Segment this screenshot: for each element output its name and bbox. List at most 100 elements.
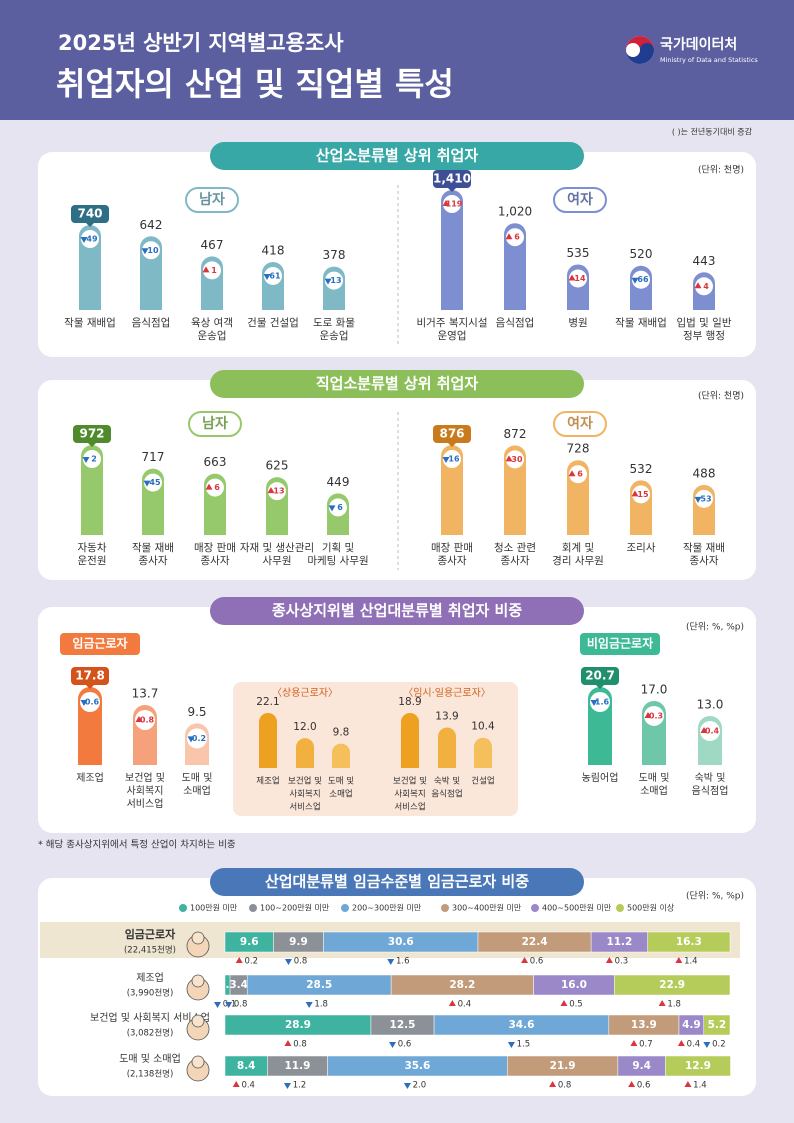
category-label: 도매 및 xyxy=(328,776,354,787)
bar xyxy=(79,225,101,310)
segment-label: 11.9 xyxy=(285,1060,311,1072)
value-label: 740 xyxy=(77,207,102,221)
change-badge xyxy=(632,485,650,504)
change-label: 61 xyxy=(269,271,281,280)
segment-label: 9.6 xyxy=(240,936,259,948)
change-arrow xyxy=(135,715,143,722)
group-name: 비임금근로자 xyxy=(587,636,653,651)
change-arrow xyxy=(214,1002,222,1008)
section-tab xyxy=(210,142,584,170)
category-label: 육상 여객 xyxy=(191,317,233,329)
category-label: 음식점업 xyxy=(431,789,462,800)
value-label: 17.0 xyxy=(641,682,668,696)
category-label: 기획 및 xyxy=(322,542,354,554)
category-label: 사회복지 xyxy=(289,790,320,800)
change-arrow xyxy=(703,1042,711,1048)
segment-label: 12.5 xyxy=(390,1019,416,1031)
bar xyxy=(296,738,314,768)
change-badge xyxy=(329,498,347,517)
change-badge xyxy=(443,195,461,213)
value-label: 22.1 xyxy=(256,696,279,708)
change-label: 1.4 xyxy=(693,1081,707,1091)
section-tab xyxy=(210,868,584,896)
category-label: 마케팅 사무원 xyxy=(307,555,368,567)
group-name: 〈상용근로자〉 xyxy=(272,687,338,699)
value-label: 9.5 xyxy=(187,705,206,719)
value-label: 443 xyxy=(693,254,716,268)
change-label: 0.2 xyxy=(192,734,206,743)
section-title: 직업소분류별 상위 취업자 xyxy=(316,375,478,393)
category-label: 종사자 xyxy=(201,555,230,567)
change-arrow xyxy=(80,700,88,706)
change-arrow xyxy=(284,959,292,965)
row-count: (3,990천명) xyxy=(127,988,174,999)
stacked-segment xyxy=(614,974,731,996)
change-label: 0.3 xyxy=(649,711,663,720)
change-badge xyxy=(142,241,160,260)
category-label: 청소 관련 xyxy=(494,542,536,554)
segment-label: 9.9 xyxy=(289,936,308,948)
category-label: 제조업 xyxy=(76,771,104,784)
change-arrow xyxy=(560,1000,568,1006)
value-label: 20.7 xyxy=(585,669,615,683)
category-label: 작물 재배업 xyxy=(615,316,667,329)
header-band xyxy=(0,0,794,120)
segment-label: 8.4 xyxy=(237,1060,256,1072)
stacked-segment xyxy=(647,931,731,953)
category-label: 조리사 xyxy=(627,542,656,554)
legend-label: 400~500만원 미만 xyxy=(542,904,612,913)
change-label: 1 xyxy=(211,266,217,275)
value-label: 10.4 xyxy=(471,721,495,733)
change-badge xyxy=(264,266,282,285)
change-badge xyxy=(590,692,610,712)
person-icon-head xyxy=(191,1014,205,1028)
change-badge xyxy=(443,450,461,468)
change-badge xyxy=(83,450,101,468)
change-arrow xyxy=(505,233,513,240)
change-badge xyxy=(569,269,587,288)
category-label: 음식점업 xyxy=(132,316,171,329)
row-name: 도매 및 소매업 xyxy=(119,1052,181,1065)
bar xyxy=(441,445,463,535)
value-box xyxy=(433,170,471,188)
change-arrow xyxy=(644,711,652,718)
legend-dot xyxy=(179,904,187,912)
section-tab xyxy=(210,597,584,625)
segment-label: 9.4 xyxy=(632,1060,651,1072)
category-label: 보건업 및 xyxy=(393,776,427,787)
category-label: 숙박 및 xyxy=(434,776,460,787)
change-arrow xyxy=(263,273,271,280)
value-label: 532 xyxy=(630,462,653,476)
change-arrow xyxy=(448,1000,456,1006)
change-label: 4 xyxy=(703,282,709,291)
value-box xyxy=(73,425,111,443)
value-label: 467 xyxy=(201,238,224,252)
group-name: 임금근로자 xyxy=(72,636,127,651)
segment-label: 28.5 xyxy=(306,979,332,991)
inset-box xyxy=(233,682,518,816)
change-arrow xyxy=(202,266,210,273)
change-arrow xyxy=(505,455,513,462)
category-label: 사회복지 xyxy=(127,785,164,797)
segment-label: 5.2 xyxy=(708,1019,727,1031)
category-label: 도매 및 xyxy=(639,772,670,784)
category-label: 종사자 xyxy=(139,555,168,567)
change-arrow xyxy=(631,490,639,497)
value-label: 13.0 xyxy=(697,698,724,712)
title-line1: 2025년 상반기 지역별고용조사 xyxy=(58,31,344,55)
group-name: 여자 xyxy=(567,415,593,432)
change-label: 6 xyxy=(577,470,583,479)
change-arrow xyxy=(568,274,576,281)
value-label: 17.8 xyxy=(75,669,105,683)
segment-label: 3.4 xyxy=(229,979,248,991)
legend-label: 500만원 이상 xyxy=(627,903,675,913)
value-box-pointer xyxy=(86,223,94,227)
value-label: 642 xyxy=(140,218,163,232)
group-name: 〈임시·일용근로자〉 xyxy=(403,686,491,699)
row-name: 임금근로자 xyxy=(125,927,176,941)
change-label: 45 xyxy=(149,478,161,487)
value-label: 535 xyxy=(567,246,590,260)
logo-icon-blue xyxy=(626,43,654,64)
change-label: 6 xyxy=(214,483,220,492)
